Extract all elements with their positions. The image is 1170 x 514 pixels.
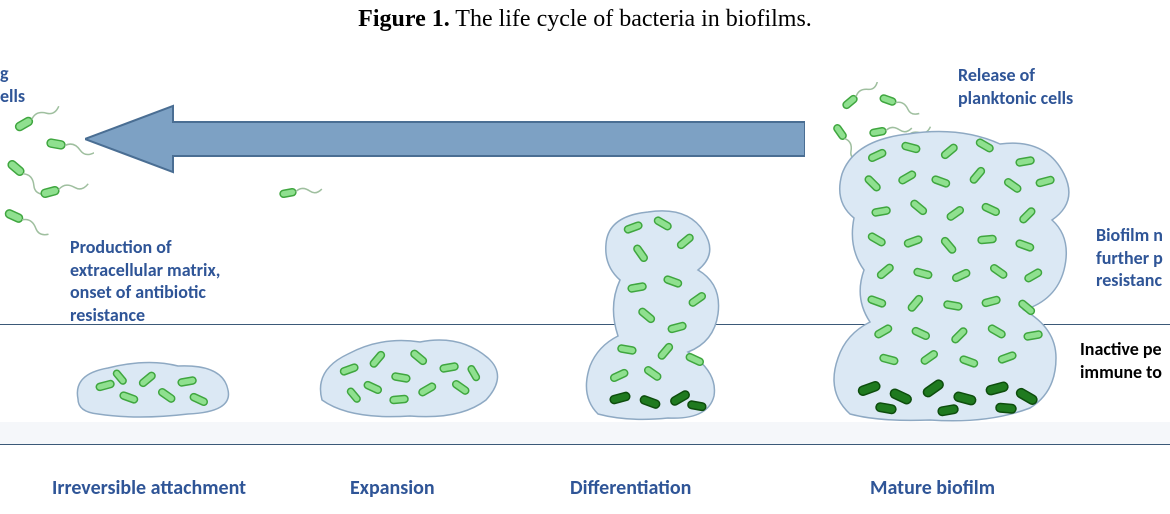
planktonic-left (0, 106, 94, 246)
biofilm-stage-4 (820, 122, 1080, 424)
surface-band (0, 422, 1170, 444)
matrix-label: Production of extracellular matrix, onse… (70, 236, 220, 326)
stage-3-label: Differentiation (570, 476, 691, 500)
biofilm-stage-2 (310, 330, 510, 426)
release-line1: Release of (958, 64, 1073, 87)
persisters-label: Inactive pe immune to (1080, 338, 1162, 383)
figure-title: Figure 1. The life cycle of bacteria in … (0, 6, 1170, 33)
floating-cells-line2: ells (0, 85, 25, 108)
persisters-line1: Inactive pe (1080, 338, 1162, 361)
matrix-line4: resistance (70, 304, 220, 327)
figure-title-bold: Figure 1. (358, 6, 450, 32)
biofilm-stage-3 (568, 196, 748, 424)
matrix-line1: Production of (70, 236, 220, 259)
biofilm-right-label: Biofilm n further p resistanc (1096, 224, 1163, 292)
floating-cells-line1: g (0, 62, 25, 85)
persisters-line2: immune to (1080, 361, 1162, 384)
biofilm-right-line1: Biofilm n (1096, 224, 1163, 247)
biofilm-right-line2: further p (1096, 247, 1163, 270)
matrix-line3: onset of antibiotic (70, 281, 220, 304)
stage-1-label: Irreversible attachment (52, 476, 246, 500)
biofilm-right-line3: resistanc (1096, 269, 1163, 292)
surface-line-bottom (0, 444, 1170, 445)
stray-bacterium (270, 178, 330, 208)
matrix-line2: extracellular matrix, (70, 259, 220, 282)
figure-title-rest: The life cycle of bacteria in biofilms. (450, 6, 812, 32)
floating-cells-label: g ells (0, 62, 25, 107)
stage-2-label: Expansion (350, 476, 435, 500)
biofilm-stage-1 (68, 354, 238, 424)
release-line2: planktonic cells (958, 87, 1073, 110)
cycle-arrow (85, 104, 805, 174)
stage-4-label: Mature biofilm (870, 476, 995, 500)
release-label: Release of planktonic cells (958, 64, 1073, 109)
